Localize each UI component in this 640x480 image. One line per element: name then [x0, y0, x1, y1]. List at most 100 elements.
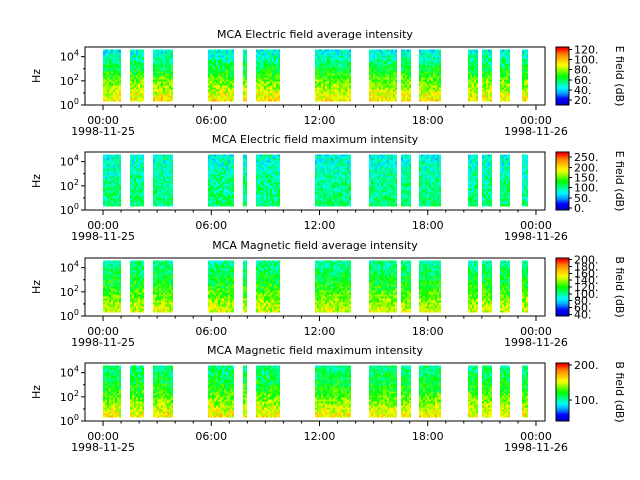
spectrogram-cell	[130, 166, 132, 169]
spectrogram-cell	[329, 65, 331, 68]
spectrogram-cell	[216, 65, 218, 68]
spectrogram-cell	[109, 65, 111, 68]
spectrogram-cell	[142, 190, 144, 193]
spectrogram-cell	[274, 83, 276, 86]
spectrogram-cell	[383, 83, 385, 86]
spectrogram-cell	[373, 63, 375, 66]
data-segment	[315, 49, 351, 102]
spectrogram-cell	[117, 61, 119, 64]
spectrogram-cell	[476, 91, 478, 94]
spectrogram-cell	[224, 97, 226, 100]
spectrogram-cell	[379, 61, 381, 64]
spectrogram-cell	[472, 75, 474, 78]
spectrogram-cell	[317, 51, 319, 54]
spectrogram-cell	[315, 99, 317, 102]
spectrogram-cell	[268, 59, 270, 62]
spectrogram-cell	[395, 89, 397, 92]
spectrogram-cell	[107, 71, 109, 74]
spectrogram-cell	[228, 57, 230, 60]
spectrogram-cell	[319, 71, 321, 74]
spectrogram-cell	[321, 79, 323, 82]
spectrogram-cell	[317, 91, 319, 94]
spectrogram-cell	[245, 200, 247, 203]
spectrogram-cell	[214, 65, 216, 68]
spectrogram-cell	[401, 69, 403, 72]
spectrogram-cell	[171, 77, 173, 80]
spectrogram-cell	[526, 95, 528, 98]
spectrogram-cell	[381, 53, 383, 56]
spectrogram-cell	[107, 91, 109, 94]
spectrogram-cell	[113, 154, 115, 157]
spectrogram-cell	[268, 186, 270, 189]
spectrogram-cell	[232, 51, 234, 54]
spectrogram-cell	[130, 198, 132, 201]
spectrogram-cell	[113, 77, 115, 80]
spectrogram-cell	[130, 174, 132, 177]
spectrogram-cell	[256, 63, 258, 66]
spectrogram-cell	[256, 77, 258, 80]
spectrogram-cell	[319, 188, 321, 191]
spectrogram-cell	[405, 85, 407, 88]
spectrogram-cell	[502, 49, 504, 52]
spectrogram-cell	[228, 184, 230, 187]
spectrogram-cell	[490, 99, 492, 102]
spectrogram-cell	[243, 89, 245, 92]
spectrogram-cell	[423, 81, 425, 84]
spectrogram-cell	[500, 81, 502, 84]
spectrogram-cell	[107, 81, 109, 84]
spectrogram-cell	[270, 184, 272, 187]
spectrogram-cell	[278, 91, 280, 94]
colorbar-step	[556, 95, 569, 98]
spectrogram-cell	[476, 73, 478, 76]
spectrogram-cell	[222, 91, 224, 94]
spectrogram-cell	[524, 89, 526, 92]
spectrogram-cell	[103, 184, 105, 187]
spectrogram-cell	[343, 156, 345, 159]
spectrogram-cell	[111, 87, 113, 90]
spectrogram-cell	[111, 93, 113, 96]
spectrogram-cell	[321, 95, 323, 98]
spectrogram-cell	[119, 166, 121, 169]
spectrogram-cell	[230, 91, 232, 94]
spectrogram-cell	[393, 81, 395, 84]
spectrogram-cell	[107, 192, 109, 195]
spectrogram-cell	[245, 178, 247, 181]
spectrogram-cell	[220, 158, 222, 161]
spectrogram-cell	[113, 89, 115, 92]
spectrogram-cell	[486, 51, 488, 54]
spectrogram-cell	[429, 59, 431, 62]
spectrogram-cell	[109, 182, 111, 185]
spectrogram-cell	[315, 51, 317, 54]
spectrogram-cell	[347, 77, 349, 80]
spectrogram-cell	[142, 73, 144, 76]
spectrogram-cell	[245, 180, 247, 183]
spectrogram-cell	[212, 69, 214, 72]
spectrogram-cell	[423, 63, 425, 66]
spectrogram-cell	[268, 182, 270, 185]
spectrogram-cell	[113, 198, 115, 201]
spectrogram-cell	[216, 97, 218, 100]
spectrogram-cell	[105, 164, 107, 167]
spectrogram-cell	[232, 198, 234, 201]
spectrogram-cell	[107, 186, 109, 189]
spectrogram-cell	[343, 57, 345, 60]
spectrogram-cell	[210, 200, 212, 203]
spectrogram-cell	[506, 99, 508, 102]
spectrogram-cell	[319, 55, 321, 58]
spectrogram-cell	[278, 174, 280, 177]
spectrogram-cell	[226, 160, 228, 163]
spectrogram-cell	[389, 67, 391, 70]
colorbar-label: E field (dB)	[613, 46, 626, 107]
spectrogram-cell	[321, 53, 323, 56]
spectrogram-cell	[111, 75, 113, 78]
spectrogram-cell	[341, 172, 343, 175]
spectrogram-cell	[262, 168, 264, 171]
spectrogram-cell	[315, 81, 317, 84]
spectrogram-cell	[167, 164, 169, 167]
spectrogram-cell	[488, 77, 490, 80]
spectrogram-cell	[375, 87, 377, 90]
spectrogram-cell	[218, 71, 220, 74]
spectrogram-cell	[409, 93, 411, 96]
spectrogram-cell	[226, 91, 228, 94]
spectrogram-cell	[142, 75, 144, 78]
